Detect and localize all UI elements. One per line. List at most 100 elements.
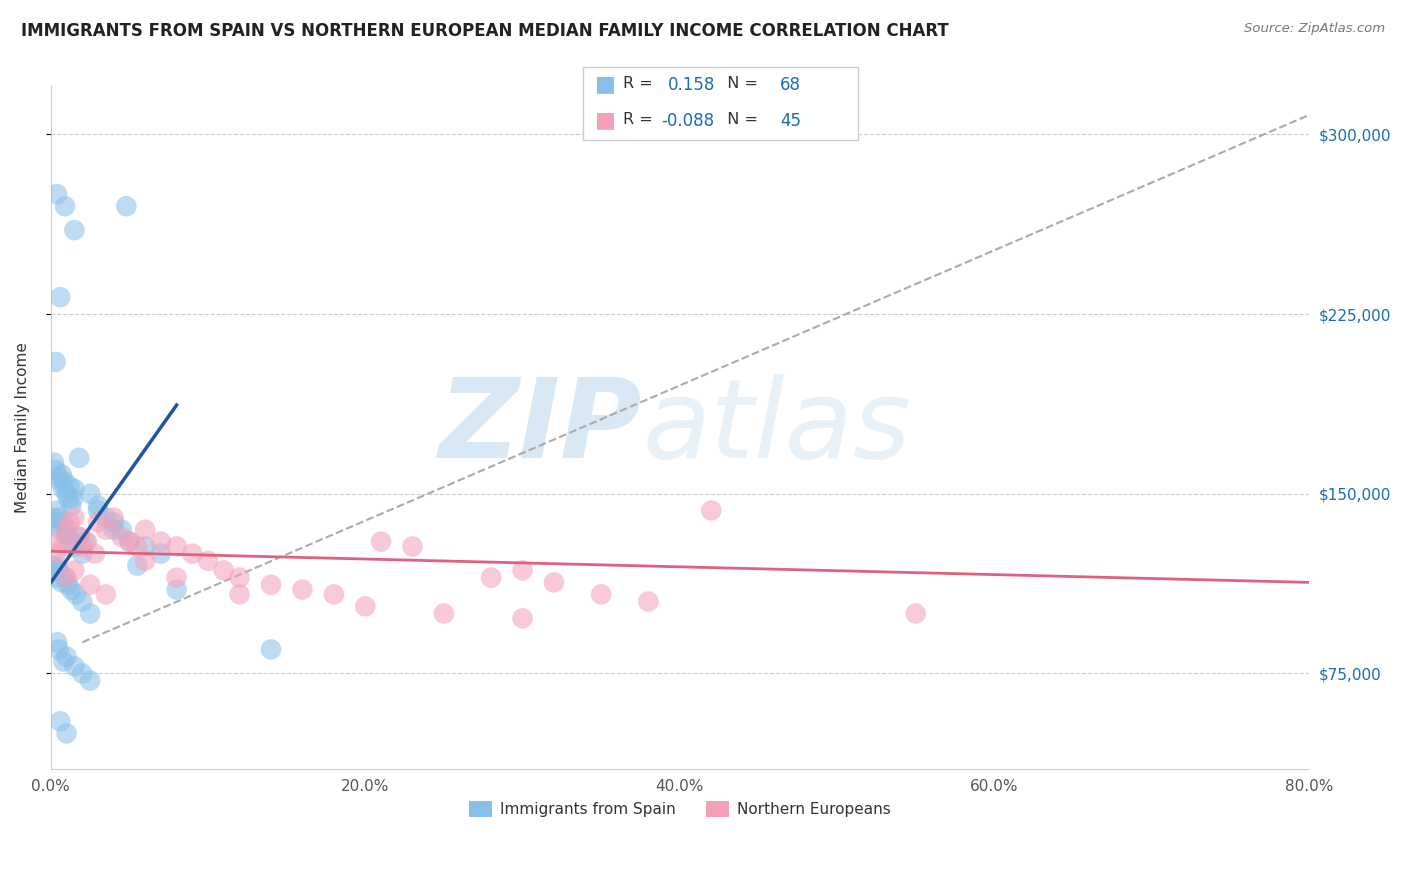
- Point: [63, 540, 86, 554]
- Point: [55, 726, 77, 740]
- Point: [181, 547, 204, 561]
- Point: [700, 503, 723, 517]
- Point: [49, 290, 72, 304]
- Point: [63, 659, 86, 673]
- Point: [45, 547, 67, 561]
- Point: [166, 571, 188, 585]
- Point: [49, 475, 72, 489]
- Point: [56, 491, 79, 506]
- Point: [87, 516, 110, 530]
- Point: [45, 516, 67, 530]
- Point: [904, 607, 927, 621]
- Point: [63, 563, 86, 577]
- Point: [134, 554, 156, 568]
- Point: [55, 649, 77, 664]
- Point: [83, 547, 105, 561]
- Point: [197, 554, 219, 568]
- Point: [103, 510, 125, 524]
- Point: [291, 582, 314, 597]
- Point: [115, 199, 138, 213]
- Point: [49, 523, 72, 537]
- Legend: Immigrants from Spain, Northern Europeans: Immigrants from Spain, Northern European…: [463, 795, 897, 823]
- Point: [52, 482, 75, 496]
- Point: [60, 582, 83, 597]
- Point: [72, 547, 94, 561]
- Point: [87, 499, 110, 513]
- Point: [512, 563, 534, 577]
- Text: 45: 45: [780, 112, 801, 129]
- Point: [63, 223, 86, 237]
- Point: [72, 594, 94, 608]
- Point: [46, 187, 69, 202]
- Point: [94, 523, 117, 537]
- Point: [134, 523, 156, 537]
- Point: [87, 503, 110, 517]
- Point: [127, 540, 149, 554]
- Point: [127, 558, 149, 573]
- Point: [433, 607, 456, 621]
- Text: R =: R =: [623, 76, 662, 91]
- Point: [55, 487, 77, 501]
- Point: [53, 475, 76, 489]
- Point: [134, 540, 156, 554]
- Point: [49, 714, 72, 729]
- Point: [59, 479, 82, 493]
- Text: -0.088: -0.088: [661, 112, 714, 129]
- Point: [94, 510, 117, 524]
- Text: IMMIGRANTS FROM SPAIN VS NORTHERN EUROPEAN MEDIAN FAMILY INCOME CORRELATION CHAR: IMMIGRANTS FROM SPAIN VS NORTHERN EUROPE…: [21, 22, 949, 40]
- Point: [228, 571, 250, 585]
- Point: [45, 355, 67, 369]
- Point: [110, 530, 132, 544]
- Text: N =: N =: [717, 112, 763, 127]
- Y-axis label: Median Family Income: Median Family Income: [15, 343, 30, 513]
- Point: [48, 563, 70, 577]
- Point: [67, 530, 90, 544]
- Point: [228, 587, 250, 601]
- Point: [60, 499, 83, 513]
- Point: [67, 450, 90, 465]
- Point: [118, 534, 141, 549]
- Text: Source: ZipAtlas.com: Source: ZipAtlas.com: [1244, 22, 1385, 36]
- Point: [110, 523, 132, 537]
- Point: [48, 642, 70, 657]
- Point: [53, 571, 76, 585]
- Text: 68: 68: [780, 76, 801, 94]
- Point: [149, 547, 172, 561]
- Text: R =: R =: [623, 112, 658, 127]
- Point: [72, 666, 94, 681]
- Point: [52, 655, 75, 669]
- Point: [322, 587, 344, 601]
- Point: [52, 540, 75, 554]
- Point: [637, 594, 659, 608]
- Point: [103, 516, 125, 530]
- Point: [118, 534, 141, 549]
- Point: [48, 534, 70, 549]
- Point: [67, 530, 90, 544]
- Point: [79, 673, 101, 688]
- Point: [62, 491, 84, 506]
- Point: [52, 516, 75, 530]
- Point: [63, 482, 86, 496]
- Text: ■: ■: [595, 74, 616, 94]
- Point: [75, 534, 97, 549]
- Point: [401, 540, 423, 554]
- Point: [51, 467, 73, 482]
- Text: ■: ■: [595, 110, 616, 129]
- Point: [55, 527, 77, 541]
- Point: [354, 599, 377, 614]
- Point: [149, 534, 172, 549]
- Point: [41, 558, 63, 573]
- Point: [45, 463, 67, 477]
- Point: [63, 510, 86, 524]
- Point: [79, 607, 101, 621]
- Point: [59, 516, 82, 530]
- Point: [48, 510, 70, 524]
- Text: N =: N =: [717, 76, 763, 91]
- Point: [166, 540, 188, 554]
- Point: [53, 199, 76, 213]
- Point: [76, 534, 98, 549]
- Point: [79, 487, 101, 501]
- Point: [79, 578, 101, 592]
- Point: [512, 611, 534, 625]
- Point: [42, 510, 65, 524]
